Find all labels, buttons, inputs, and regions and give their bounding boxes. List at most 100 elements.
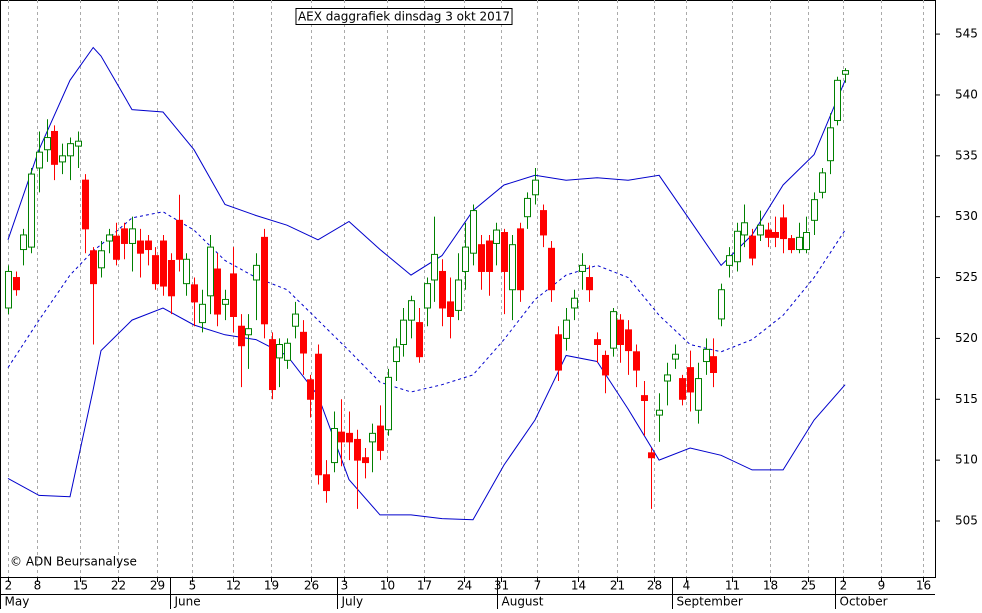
candle-body	[811, 199, 818, 221]
candle-body	[362, 457, 369, 464]
title-box	[295, 8, 513, 25]
candle-body	[726, 255, 733, 266]
candle-body	[455, 279, 462, 311]
candle-body	[152, 255, 159, 285]
candle-body	[106, 234, 113, 242]
candle-body	[199, 303, 206, 324]
x-tick-label: 10	[380, 579, 395, 593]
candle-body	[478, 244, 485, 272]
x-tick-label: 17	[417, 579, 432, 593]
candle-body	[617, 319, 624, 345]
candle-body	[191, 284, 198, 303]
x-tick-label: 19	[264, 579, 279, 593]
candle-body	[633, 351, 640, 371]
candle-body	[307, 379, 314, 400]
x-tick-label: 8	[34, 579, 42, 593]
y-tick-label: 540	[955, 87, 978, 101]
candle-body	[641, 395, 648, 401]
candle-body	[672, 353, 679, 360]
candle-body	[346, 432, 353, 443]
candle-body	[741, 222, 748, 236]
candle-body	[67, 143, 74, 157]
candle-body	[121, 228, 128, 244]
candle-body	[323, 474, 330, 492]
month-label: October	[840, 595, 888, 609]
x-tick-label: 24	[457, 579, 472, 593]
x-tick-label: 22	[111, 579, 126, 593]
y-tick-label: 545	[955, 27, 978, 41]
candle-body	[176, 219, 183, 260]
candle-body	[284, 342, 291, 361]
candle-body	[385, 376, 392, 431]
x-tick-label: 15	[73, 579, 88, 593]
candle-body	[579, 264, 586, 272]
y-tick-label: 535	[955, 148, 978, 162]
candle-body	[238, 325, 245, 347]
candle-body	[470, 210, 477, 254]
candle-body	[509, 244, 516, 291]
candle-body	[571, 297, 578, 309]
month-label: September	[677, 595, 743, 609]
candle-body	[36, 151, 43, 169]
candle-body	[493, 229, 500, 244]
candle-body	[113, 235, 120, 260]
candle-body	[424, 283, 431, 309]
copyright: © ADN Beursanalyse	[10, 555, 137, 569]
candle-body	[98, 250, 105, 269]
candle-body	[586, 277, 593, 291]
x-tick-label: 29	[150, 579, 165, 593]
candle-body	[540, 210, 547, 236]
candle-body	[803, 232, 810, 251]
candle-body	[757, 224, 764, 236]
candle-body	[129, 228, 136, 244]
y-tick-label: 510	[955, 453, 978, 467]
candle-body	[610, 311, 617, 349]
candle-body	[214, 268, 221, 315]
candle-body	[656, 409, 663, 416]
month-label: June	[174, 595, 201, 609]
candle-body	[261, 236, 268, 325]
x-tick-label: 21	[610, 579, 625, 593]
candle-body	[292, 313, 299, 327]
candle-body	[222, 298, 229, 305]
x-tick-label: 11	[725, 579, 740, 593]
candle-body	[695, 378, 702, 411]
candle-body	[765, 229, 772, 238]
x-tick-label: 2	[840, 579, 848, 593]
candle-body	[796, 236, 803, 251]
month-label: July	[341, 595, 364, 609]
x-tick-label: 2	[5, 579, 13, 593]
candle-body	[842, 70, 849, 75]
candle-body	[486, 240, 493, 272]
candle-body	[749, 235, 756, 259]
bollinger-band	[7, 211, 846, 393]
candle-body	[28, 173, 35, 248]
candle-body	[734, 230, 741, 263]
candle-body	[377, 425, 384, 451]
candle-body	[75, 140, 82, 147]
candle-body	[532, 179, 539, 196]
candle-body	[408, 300, 415, 321]
candle-body	[183, 258, 190, 285]
x-tick-label: 26	[304, 579, 319, 593]
y-tick-label: 525	[955, 270, 978, 284]
candle-body	[145, 240, 152, 251]
candle-body	[648, 452, 655, 459]
y-tick-label: 530	[955, 209, 978, 223]
candle-body	[447, 301, 454, 317]
candle-body	[315, 353, 322, 476]
candle-body	[664, 374, 671, 382]
y-tick-label: 520	[955, 331, 978, 345]
x-tick-label: 28	[647, 579, 662, 593]
candle-body	[51, 130, 58, 165]
candle-body	[393, 346, 400, 363]
candle-body	[90, 250, 97, 285]
y-tick-label: 505	[955, 514, 978, 528]
candle-body	[338, 431, 345, 443]
candle-body	[369, 432, 376, 443]
x-tick-label: 12	[226, 579, 241, 593]
candle-body	[625, 329, 632, 352]
candle-body	[300, 331, 307, 354]
candle-body	[718, 289, 725, 320]
